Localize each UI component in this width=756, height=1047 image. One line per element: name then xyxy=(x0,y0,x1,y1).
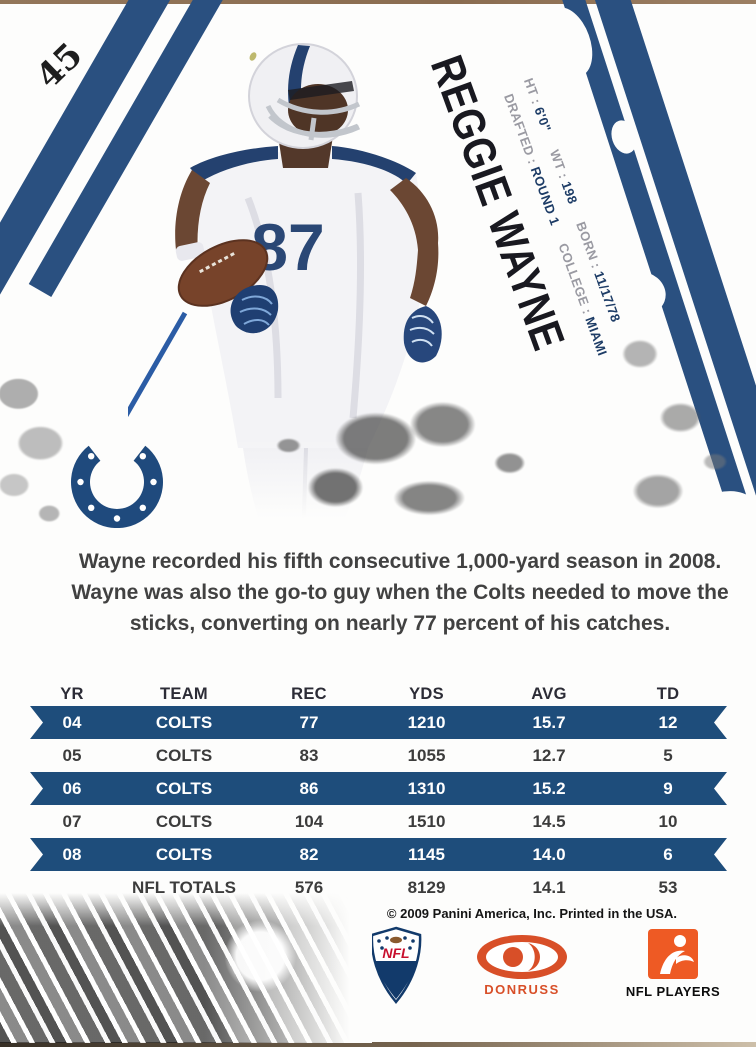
bio-line: Wayne recorded his fifth consecutive 1,0… xyxy=(78,550,722,573)
col-header-yr: YR xyxy=(60,684,84,703)
cell-yr: 08 xyxy=(62,844,82,864)
cell-yds: 1145 xyxy=(408,844,445,864)
cell-td: 9 xyxy=(663,778,673,798)
cell-yds: 1310 xyxy=(407,778,446,798)
grunge-fade-overlay xyxy=(0,893,372,1043)
donruss-graphic xyxy=(477,935,567,979)
cell-yr: 07 xyxy=(62,811,82,831)
shield-football xyxy=(390,936,402,944)
cell-team: COLTS xyxy=(155,745,213,765)
shield-stars xyxy=(377,936,415,950)
scan-edge-bottom xyxy=(0,1042,756,1047)
background-pole xyxy=(128,311,188,418)
nfl-players-logo-text: NFL PLAYERS xyxy=(625,984,721,999)
nfl-shield-graphic: NFL xyxy=(370,926,422,1004)
cell-td: 5 xyxy=(663,745,673,765)
col-header-team: TEAM xyxy=(160,684,208,703)
right-arm xyxy=(390,178,439,306)
cell-rec: 86 xyxy=(299,778,319,798)
cell-team: COLTS xyxy=(155,712,213,732)
cell-td: 53 xyxy=(658,877,678,897)
cell-yr: 05 xyxy=(62,745,82,765)
nfl-players-logo: NFL PLAYERS xyxy=(618,928,728,999)
wristband xyxy=(175,242,205,261)
wt-value: 198 xyxy=(558,179,581,207)
grunge-texture-bottom-left xyxy=(0,893,372,1043)
right-glove xyxy=(403,306,442,363)
col-header-td: TD xyxy=(656,684,680,703)
wt-label: WT : xyxy=(546,147,572,181)
college-value: MIAMI xyxy=(582,314,611,358)
facemask xyxy=(265,97,361,141)
cell-team: COLTS xyxy=(155,844,213,864)
cell-team: COLTS xyxy=(155,811,213,831)
ht-value: 6'0" xyxy=(531,105,555,134)
col-header-yds: YDS xyxy=(409,684,444,703)
splatter-center xyxy=(235,372,570,547)
cell-yds: 1055 xyxy=(407,745,446,765)
colts-horseshoe-logo xyxy=(71,445,163,528)
cell-yds: 1210 xyxy=(407,712,446,732)
cell-td: 6 xyxy=(663,844,673,864)
football-lace xyxy=(199,250,238,274)
cell-rec: 83 xyxy=(299,745,319,765)
cell-team: NFL TOTALS xyxy=(132,877,236,897)
cell-yds: 1510 xyxy=(407,811,446,831)
cell-avg: 14.5 xyxy=(532,811,566,831)
shoulder-trim-right xyxy=(332,146,416,184)
shoulder-trim-left xyxy=(190,146,278,181)
scan-edge-top xyxy=(0,0,756,4)
nfl-shield-logo: NFL xyxy=(366,926,426,1009)
cell-avg: 15.7 xyxy=(532,712,566,732)
cell-yr: 04 xyxy=(62,712,82,732)
table-row: 08 COLTS 82 1145 14.0 6 xyxy=(30,838,727,871)
cell-rec: 77 xyxy=(299,712,319,732)
cell-team: COLTS xyxy=(155,778,213,798)
bio-text: Wayne recorded his fifth consecutive 1,0… xyxy=(55,546,745,639)
stats-table: YR TEAM REC YDS AVG TD 04 COLTS 77 1210 … xyxy=(30,682,727,904)
cell-rec: 104 xyxy=(294,811,324,831)
table-row-totals: NFL TOTALS 576 8129 14.1 53 xyxy=(30,871,727,904)
splatter-left xyxy=(0,352,80,542)
nfl-players-graphic xyxy=(648,929,698,979)
cell-avg: 14.1 xyxy=(532,877,566,897)
bio-line: sticks, converting on nearly 77 percent … xyxy=(129,612,671,635)
col-header-rec: REC xyxy=(291,684,327,703)
cell-rec: 576 xyxy=(294,877,324,897)
table-row: 06 COLTS 86 1310 15.2 9 xyxy=(30,772,727,805)
splatter-right xyxy=(598,300,748,545)
eye-shade xyxy=(288,81,354,100)
donruss-logo: DONRUSS xyxy=(462,934,582,997)
cell-avg: 14.0 xyxy=(532,844,566,864)
stats-table-header: YR TEAM REC YDS AVG TD xyxy=(30,682,727,706)
table-row: 04 COLTS 77 1210 15.7 12 xyxy=(30,706,727,739)
cell-td: 10 xyxy=(658,811,678,831)
horseshoe-dots xyxy=(77,453,157,522)
donruss-logo-text: DONRUSS xyxy=(484,982,560,997)
left-arm xyxy=(175,170,210,256)
cell-yds: 8129 xyxy=(407,877,446,897)
copyright-text: © 2009 Panini America, Inc. Printed in t… xyxy=(386,906,678,921)
glove-pattern xyxy=(239,295,273,326)
table-row: 07 COLTS 104 1510 14.5 10 xyxy=(30,805,727,838)
cell-yr: 06 xyxy=(62,778,82,798)
cell-avg: 15.2 xyxy=(532,778,566,798)
ht-label: HT : xyxy=(520,76,545,107)
cell-td: 12 xyxy=(658,712,678,732)
glove-pattern xyxy=(409,314,435,347)
bio-line: Wayne was also the go-to guy when the Co… xyxy=(71,581,729,604)
table-row: 05 COLTS 83 1055 12.7 5 xyxy=(30,739,727,772)
cell-rec: 82 xyxy=(299,844,319,864)
nfl-shield-text: NFL xyxy=(382,945,409,961)
cell-avg: 12.7 xyxy=(532,745,566,765)
col-header-avg: AVG xyxy=(531,684,567,703)
